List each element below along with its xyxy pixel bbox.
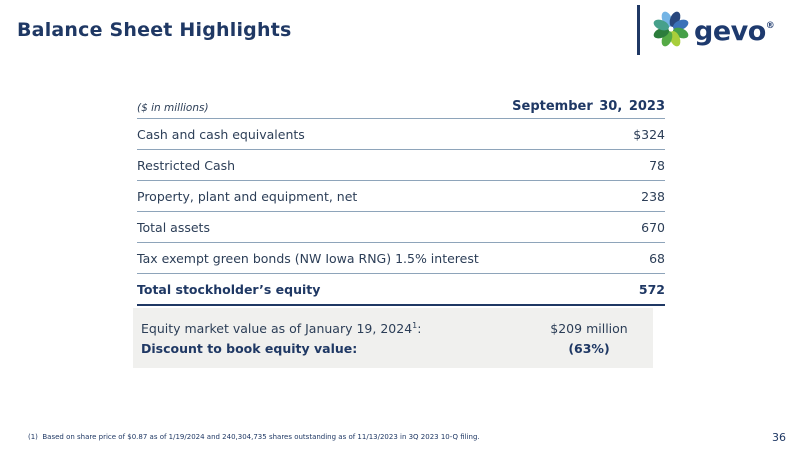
row-value: 78 <box>649 157 665 173</box>
discount-to-book-row: Discount to book equity value: (63%) <box>141 338 653 358</box>
page-number: 36 <box>772 431 786 444</box>
gevo-logo: gevo® <box>652 9 775 49</box>
header-divider <box>637 5 640 55</box>
registered-trademark-symbol: ® <box>765 21 775 31</box>
row-value: 670 <box>641 219 665 235</box>
row-value: (63%) <box>568 340 610 356</box>
balance-sheet-table: ($ in millions) September 30, 2023 Cash … <box>137 88 665 306</box>
footnote: (1) Based on share price of $0.87 as of … <box>28 433 480 441</box>
table-row: Total assets 670 <box>137 212 665 243</box>
row-label: Total assets <box>137 219 210 235</box>
table-header-row: ($ in millions) September 30, 2023 <box>137 88 665 119</box>
row-value: $209 million <box>550 320 628 336</box>
row-value: 68 <box>649 250 665 266</box>
row-label: Discount to book equity value: <box>141 340 358 356</box>
equity-highlight-box: Equity market value as of January 19, 20… <box>133 308 653 368</box>
row-value: $324 <box>633 126 665 142</box>
table-row-total: Total stockholder’s equity 572 <box>137 274 665 306</box>
table-row: Property, plant and equipment, net 238 <box>137 181 665 212</box>
row-label: Cash and cash equivalents <box>137 126 305 142</box>
row-label: Equity market value as of January 19, 20… <box>141 320 422 336</box>
row-label: Property, plant and equipment, net <box>137 188 358 204</box>
logo-wordmark: gevo® <box>694 16 775 47</box>
units-note: ($ in millions) <box>137 102 209 114</box>
gevo-pinwheel-icon <box>653 11 689 47</box>
row-value: 572 <box>638 281 665 297</box>
equity-market-value-row: Equity market value as of January 19, 20… <box>141 318 653 338</box>
table-row: Tax exempt green bonds (NW Iowa RNG) 1.5… <box>137 243 665 274</box>
row-label: Tax exempt green bonds (NW Iowa RNG) 1.5… <box>137 250 479 266</box>
date-column-header: September 30, 2023 <box>512 99 665 114</box>
row-label: Total stockholder’s equity <box>137 281 321 297</box>
row-label: Restricted Cash <box>137 157 236 173</box>
page-title: Balance Sheet Highlights <box>17 19 292 41</box>
footnote-reference: 1 <box>412 320 418 330</box>
row-value: 238 <box>641 188 665 204</box>
table-row: Restricted Cash 78 <box>137 150 665 181</box>
table-row: Cash and cash equivalents $324 <box>137 119 665 150</box>
